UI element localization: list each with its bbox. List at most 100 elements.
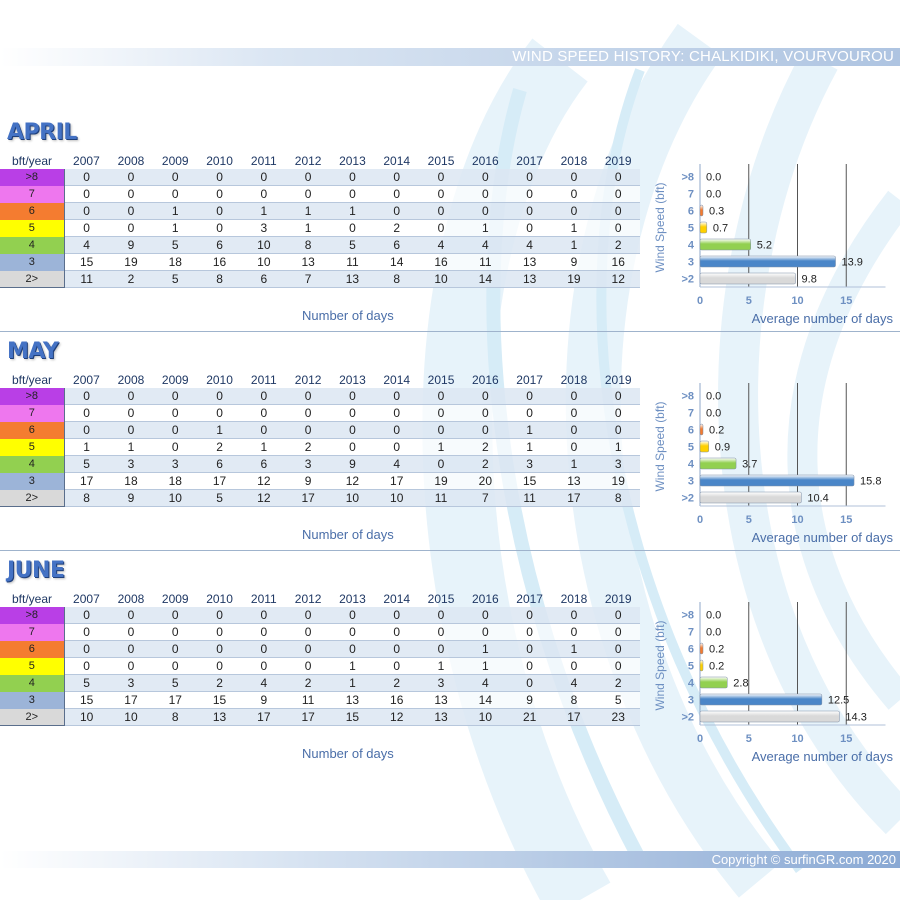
day-count-cell: 3	[596, 455, 641, 473]
day-count-cell: 0	[418, 169, 464, 186]
day-count-cell: 17	[551, 489, 597, 507]
year-header: 2009	[161, 592, 189, 606]
day-count-cell: 0	[463, 169, 508, 186]
day-count-cell: 0	[507, 185, 552, 203]
day-count-cell: 0	[551, 169, 597, 186]
month-title: MAY	[7, 339, 59, 364]
year-header: 2007	[73, 154, 100, 168]
day-count-cell: 0	[197, 388, 242, 405]
bar	[699, 272, 796, 285]
day-count-cell: 1	[463, 640, 508, 658]
bft-label: 7	[0, 185, 65, 203]
day-count-cell: 0	[108, 623, 154, 641]
x-tick-label: 0	[697, 514, 703, 526]
day-count-cell: 13	[507, 270, 552, 288]
day-count-cell: 10	[330, 489, 375, 507]
day-count-cell: 13	[197, 708, 242, 726]
x-tick-label: 10	[791, 733, 803, 745]
day-count-cell: 0	[374, 623, 419, 641]
day-count-cell: 11	[64, 270, 109, 288]
day-count-cell: 0	[64, 623, 109, 641]
bft-label: 4	[0, 455, 65, 473]
y-axis-title: Wind Speed (bft)	[653, 401, 667, 491]
day-count-cell: 13	[418, 691, 464, 709]
x-tick-label: 15	[840, 295, 852, 307]
day-count-cell: 17	[241, 708, 286, 726]
page-title: WIND SPEED HISTORY: CHALKIDIKI, VOURVOUR…	[512, 48, 894, 65]
category-tick-label: >8	[681, 610, 694, 622]
average-days-chart: 0.0 >8 0.0 7 0.3 6 0.7 5 5.2 4 13.9 3 9.8 >2 0 5 10 15 Ave…	[650, 140, 900, 326]
year-header: 2011	[250, 373, 277, 387]
day-count-cell: 3	[507, 455, 552, 473]
x-tick-label: 5	[746, 733, 752, 745]
day-count-cell: 0	[330, 640, 375, 658]
day-count-cell: 0	[330, 185, 375, 203]
day-count-cell: 6	[241, 270, 286, 288]
day-count-cell: 8	[153, 708, 198, 726]
day-count-cell: 0	[64, 219, 109, 237]
day-count-cell: 0	[374, 657, 419, 675]
day-count-cell: 5	[64, 674, 109, 692]
x-tick-label: 10	[791, 514, 803, 526]
day-count-cell: 6	[374, 236, 419, 254]
x-tick-label: 0	[697, 733, 703, 745]
day-count-cell: 0	[418, 455, 464, 473]
day-count-cell: 1	[507, 421, 552, 439]
day-count-cell: 0	[241, 404, 286, 422]
day-count-cell: 0	[507, 169, 552, 186]
day-count-cell: 0	[153, 438, 198, 456]
day-count-cell: 8	[596, 489, 641, 507]
day-count-cell: 17	[108, 691, 154, 709]
day-count-cell: 0	[108, 185, 154, 203]
bar	[699, 659, 704, 672]
day-count-cell: 0	[241, 421, 286, 439]
day-count-cell: 8	[64, 489, 109, 507]
day-count-cell: 2	[285, 674, 331, 692]
bar-value-label: 3.7	[742, 459, 757, 471]
category-tick-label: 4	[688, 678, 695, 690]
day-count-cell: 0	[285, 421, 331, 439]
day-count-cell: 0	[507, 404, 552, 422]
year-header: 2016	[471, 154, 499, 168]
day-count-cell: 9	[330, 455, 375, 473]
bar	[699, 642, 704, 655]
day-count-cell: 1	[285, 219, 331, 237]
month-section: APRIL bft/year 2007 2008 2009 2010 2011 2012 201…	[0, 120, 900, 326]
bar	[699, 474, 855, 487]
month-section: MAY bft/year 2007 2008 2009 2010 2011 2012 2013 2…	[0, 339, 900, 545]
bar-value-label: 0.0	[706, 189, 721, 201]
year-header: 2019	[604, 373, 632, 387]
bar-value-label: 12.5	[828, 695, 849, 707]
bft-label: >8	[0, 169, 65, 186]
average-days-chart: 0.0 >8 0.0 7 0.2 6 0.9 5 3.7 4 15.8 3 10.4 >2 0 5 10 15 Av…	[650, 359, 900, 545]
day-count-cell: 9	[241, 691, 286, 709]
day-count-cell: 5	[197, 489, 242, 507]
day-count-cell: 10	[418, 270, 464, 288]
day-count-cell: 19	[108, 253, 154, 271]
day-count-cell: 6	[197, 236, 242, 254]
day-count-cell: 0	[374, 438, 419, 456]
bar-value-label: 0.3	[709, 206, 724, 218]
day-count-cell: 0	[596, 169, 641, 186]
day-count-cell: 17	[197, 472, 242, 490]
day-count-cell: 3	[108, 455, 154, 473]
day-count-cell: 0	[507, 388, 552, 405]
day-count-cell: 0	[153, 421, 198, 439]
day-count-cell: 0	[330, 607, 375, 624]
day-count-cell: 1	[507, 438, 552, 456]
day-count-cell: 19	[551, 270, 597, 288]
year-header: 2016	[471, 592, 499, 606]
day-count-cell: 3	[153, 455, 198, 473]
bar	[699, 238, 751, 251]
day-count-cell: 0	[153, 623, 198, 641]
category-tick-label: 5	[688, 442, 694, 454]
day-count-cell: 0	[374, 421, 419, 439]
day-count-cell: 0	[596, 657, 641, 675]
table-row: >8 0 0 0 0 0 0 0 0 0 0 0 0 0	[0, 169, 641, 186]
day-count-cell: 0	[285, 640, 331, 658]
bft-label: 5	[0, 657, 65, 675]
day-count-cell: 0	[330, 623, 375, 641]
